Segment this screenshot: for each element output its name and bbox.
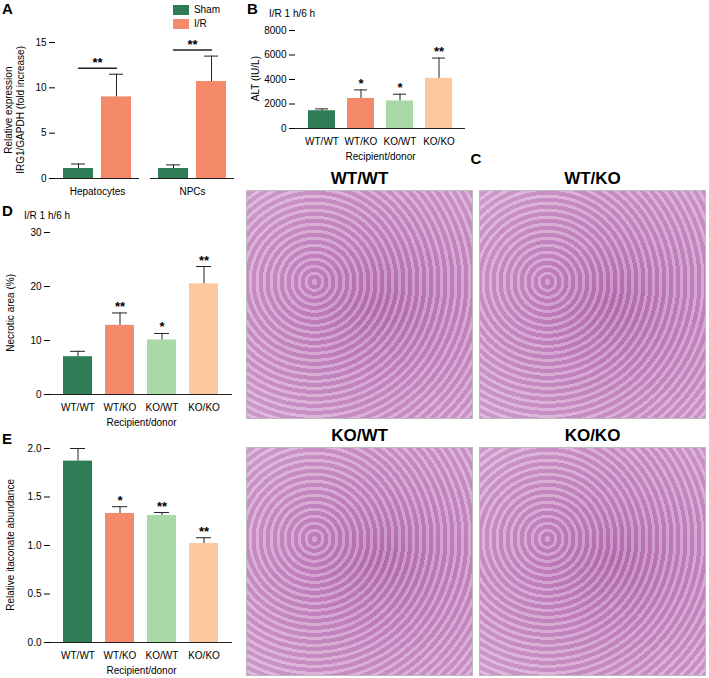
svg-text:0: 0 (41, 173, 47, 184)
svg-text:WT/KO: WT/KO (104, 650, 137, 661)
html-text:E: E (2, 430, 12, 447)
svg-text:KO/WT: KO/WT (384, 136, 417, 147)
svg-text:Recipient/donor: Recipient/donor (345, 151, 416, 162)
svg-text:**: ** (92, 55, 103, 70)
html-text:ALT (IU/L): ALT (IU/L) (250, 56, 262, 102)
html-text:Relative itaconate abundance: Relative itaconate abundance (5, 479, 17, 611)
html-text:WT/KO: WT/KO (564, 169, 621, 188)
svg-text:*: * (117, 493, 123, 508)
svg-text:10: 10 (30, 335, 42, 346)
svg-text:KO/KO: KO/KO (423, 136, 455, 147)
svg-text:30: 30 (30, 227, 42, 238)
svg-text:WT/WT: WT/WT (305, 136, 339, 147)
svg-text:**: ** (115, 299, 126, 314)
html-text:Necrotic area (%): Necrotic area (%) (5, 274, 17, 352)
svg-text:10: 10 (35, 82, 47, 93)
svg-text:2000: 2000 (264, 98, 287, 109)
html-text:A: A (2, 0, 13, 17)
html-text:B: B (247, 0, 258, 17)
svg-text:Recipient/donor: Recipient/donor (106, 417, 177, 428)
svg-text:WT/WT: WT/WT (61, 402, 95, 413)
svg-text:0.5: 0.5 (28, 588, 42, 599)
svg-text:2.0: 2.0 (28, 443, 42, 454)
svg-text:15: 15 (35, 37, 47, 48)
svg-text:5: 5 (41, 127, 47, 138)
svg-text:WT/WT: WT/WT (61, 650, 95, 661)
svg-text:4000: 4000 (264, 74, 287, 85)
html-text:KO/WT: KO/WT (331, 426, 388, 445)
svg-text:6000: 6000 (264, 49, 287, 60)
svg-text:**: ** (199, 524, 210, 539)
svg-text:KO/WT: KO/WT (146, 650, 179, 661)
html-text:I/R: I/R (193, 18, 207, 29)
html-text:D: D (2, 202, 13, 219)
html-text:KO/KO: KO/KO (564, 426, 621, 445)
svg-text:*: * (397, 80, 403, 95)
svg-text:Recipient/donor: Recipient/donor (106, 665, 177, 676)
html-text:I/R 1 h/6 h: I/R 1 h/6 h (24, 210, 71, 221)
svg-text:1.5: 1.5 (28, 491, 42, 502)
svg-text:**: ** (199, 253, 210, 268)
svg-text:KO/KO: KO/KO (188, 650, 220, 661)
svg-text:1.0: 1.0 (28, 540, 42, 551)
svg-text:0: 0 (281, 123, 287, 134)
svg-text:0: 0 (36, 389, 42, 400)
html-text:C: C (470, 150, 482, 167)
svg-text:KO/KO: KO/KO (188, 402, 220, 413)
svg-text:WT/KO: WT/KO (104, 402, 137, 413)
html-text:Sham: Sham (193, 4, 220, 15)
svg-text:**: ** (434, 44, 445, 59)
html-text:Relative expression IRG1/GAPDH: Relative expression IRG1/GAPDH (fold inc… (2, 46, 25, 174)
html-text:I/R 1 h/6 h: I/R 1 h/6 h (269, 8, 316, 19)
html-text:WT/WT: WT/WT (330, 169, 389, 188)
svg-text:*: * (358, 76, 364, 91)
svg-text:*: * (159, 319, 165, 334)
svg-text:**: ** (187, 37, 198, 52)
svg-text:WT/KO: WT/KO (345, 136, 378, 147)
svg-text:8000: 8000 (264, 25, 287, 36)
svg-text:20: 20 (30, 281, 42, 292)
svg-text:KO/WT: KO/WT (146, 402, 179, 413)
svg-text:**: ** (157, 499, 168, 514)
svg-text:NPCs: NPCs (179, 186, 205, 197)
svg-text:Hepatocytes: Hepatocytes (70, 186, 126, 197)
svg-text:0.0: 0.0 (28, 637, 42, 648)
